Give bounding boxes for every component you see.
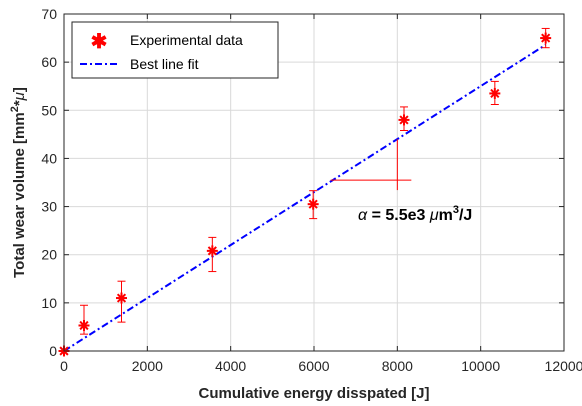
data-point-stroke bbox=[308, 199, 318, 209]
slope-annotation-m: m bbox=[439, 207, 453, 224]
y-tick-label: 10 bbox=[41, 295, 57, 311]
x-tick-label: 10000 bbox=[461, 358, 500, 374]
x-tick-label: 4000 bbox=[215, 358, 246, 374]
x-tick-label: 8000 bbox=[382, 358, 413, 374]
y-axis-label-mu: μ bbox=[11, 92, 28, 101]
y-axis-label-sup: 2 bbox=[9, 106, 21, 112]
y-tick-label: 70 bbox=[41, 6, 57, 22]
y-axis-label-main: Total wear volume [mm bbox=[11, 112, 28, 278]
fit-line bbox=[63, 43, 547, 352]
x-tick-label: 6000 bbox=[298, 358, 329, 374]
data-point-stroke bbox=[207, 246, 217, 256]
y-tick-label: 50 bbox=[41, 102, 57, 118]
data-point bbox=[489, 87, 501, 99]
fit-line-layer bbox=[63, 43, 547, 352]
data-point bbox=[78, 319, 90, 331]
slope-annotation-sup: 3 bbox=[453, 204, 459, 216]
y-axis-label-star: * bbox=[11, 100, 28, 106]
data-point-stroke bbox=[490, 88, 500, 99]
data-point-stroke bbox=[79, 320, 89, 331]
y-tick-label: 0 bbox=[49, 343, 57, 359]
data-point-stroke bbox=[541, 33, 551, 43]
legend: ✱ Experimental data Best line fit bbox=[71, 21, 279, 79]
legend-label-experimental: Experimental data bbox=[130, 32, 243, 48]
data-point bbox=[398, 114, 410, 126]
legend-label-fit: Best line fit bbox=[130, 56, 199, 72]
data-point bbox=[540, 32, 552, 44]
data-point bbox=[116, 292, 127, 304]
tick-labels-layer: 0 2000 4000 6000 8000 10000 12000 0 10 20 30 40 50 60… bbox=[41, 6, 582, 374]
data-point-stroke bbox=[399, 115, 409, 125]
y-tick-label: 60 bbox=[41, 54, 57, 70]
data-point bbox=[206, 245, 218, 257]
error-bars-layer bbox=[80, 27, 550, 335]
y-tick-label: 40 bbox=[41, 150, 57, 166]
y-tick-label: 30 bbox=[41, 199, 57, 215]
y-axis-label: Total wear volume [mm2*μ] bbox=[9, 87, 28, 278]
x-axis-label: Cumulative energy disspated [J] bbox=[199, 385, 430, 402]
slope-annotation-value: = 5.5e3 bbox=[367, 207, 430, 224]
legend-marker-experimental: ✱ bbox=[91, 31, 108, 53]
data-point-stroke bbox=[116, 293, 127, 303]
slope-annotation-unit: /J bbox=[459, 207, 472, 224]
x-tick-label: 12000 bbox=[545, 358, 582, 374]
slope-annotation-alpha: α bbox=[358, 207, 368, 224]
y-axis-label-close: ] bbox=[11, 87, 28, 92]
x-tick-label: 2000 bbox=[132, 358, 163, 374]
y-tick-label: 20 bbox=[41, 247, 57, 263]
slope-annotation-mu: μ bbox=[429, 207, 439, 224]
slope-triangle-layer bbox=[330, 139, 412, 191]
x-tick-label: 0 bbox=[60, 358, 68, 374]
legend-box bbox=[71, 21, 279, 79]
slope-annotation: α = 5.5e3 μm3/J bbox=[358, 204, 472, 224]
data-point bbox=[307, 198, 319, 210]
